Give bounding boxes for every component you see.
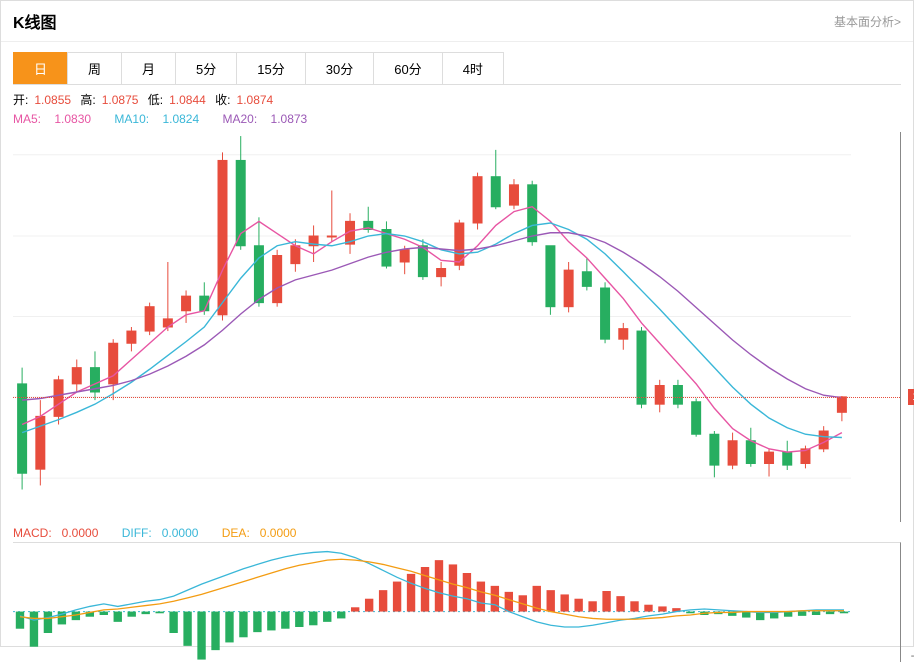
low-value: 1.0844 bbox=[169, 93, 206, 107]
open-value: 1.0855 bbox=[34, 93, 71, 107]
macd-chart[interactable]: -0.00520.0068 bbox=[13, 542, 901, 662]
chart-area: 开: 1.0855 高: 1.0875 低: 1.0844 收: 1.0874 MA5:… bbox=[1, 84, 913, 662]
tab-60分[interactable]: 60分 bbox=[373, 52, 442, 84]
close-label: 收: bbox=[215, 93, 230, 107]
high-value: 1.0875 bbox=[102, 93, 139, 107]
header: K线图 基本面分析> bbox=[1, 1, 913, 42]
macd-label-row: MACD:0.0000 DIFF:0.0000 DEA:0.0000 bbox=[13, 522, 901, 542]
chart-title: K线图 bbox=[13, 9, 57, 33]
ohlc-row: 开: 1.0855 高: 1.0875 低: 1.0844 收: 1.0874 bbox=[13, 84, 901, 110]
current-price-line bbox=[13, 397, 900, 398]
ma5: MA5: 1.0830 bbox=[13, 112, 101, 126]
tab-月[interactable]: 月 bbox=[121, 52, 176, 84]
high-label: 高: bbox=[80, 93, 95, 107]
dea-lbl: DEA:0.0000 bbox=[222, 526, 307, 540]
diff-lbl: DIFF:0.0000 bbox=[122, 526, 209, 540]
tab-5分[interactable]: 5分 bbox=[175, 52, 237, 84]
close-value: 1.0874 bbox=[237, 93, 274, 107]
timeframe-tabs: 日周月5分15分30分60分4时 bbox=[1, 42, 913, 84]
ma20: MA20: 1.0873 bbox=[222, 112, 317, 126]
tab-4时[interactable]: 4时 bbox=[442, 52, 504, 84]
tab-30分[interactable]: 30分 bbox=[305, 52, 374, 84]
analysis-link[interactable]: 基本面分析> bbox=[834, 13, 901, 30]
candlestick-chart[interactable]: 1.07741.08741.09731.10721.11721.0874 bbox=[13, 132, 901, 522]
tab-日[interactable]: 日 bbox=[13, 52, 68, 84]
tab-15分[interactable]: 15分 bbox=[236, 52, 305, 84]
current-price-tag: 1.0874 bbox=[908, 389, 914, 405]
ma-row: MA5: 1.0830 MA10: 1.0824 MA20: 1.0873 bbox=[13, 110, 901, 132]
macd-lbl: MACD:0.0000 bbox=[13, 526, 108, 540]
low-label: 低: bbox=[148, 93, 163, 107]
open-label: 开: bbox=[13, 93, 28, 107]
ma10: MA10: 1.0824 bbox=[114, 112, 209, 126]
tab-周[interactable]: 周 bbox=[67, 52, 122, 84]
chart-container: K线图 基本面分析> 日周月5分15分30分60分4时 开: 1.0855 高: 1… bbox=[0, 0, 914, 647]
